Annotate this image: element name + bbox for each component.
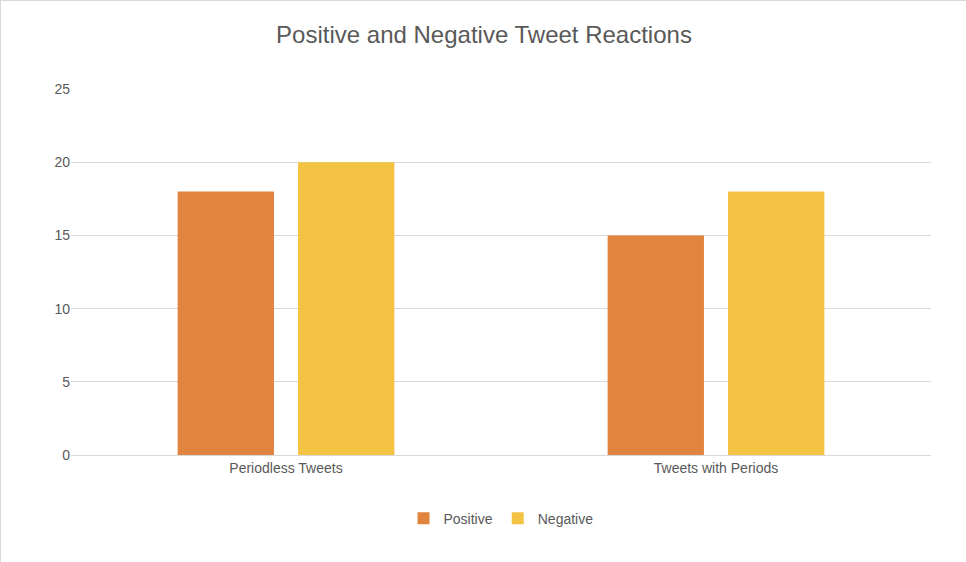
svg-text:Negative: Negative xyxy=(538,511,593,527)
svg-text:Positive and Negative Tweet Re: Positive and Negative Tweet Reactions xyxy=(276,21,692,48)
svg-text:10: 10 xyxy=(54,301,70,317)
svg-text:25: 25 xyxy=(54,81,70,97)
svg-text:15: 15 xyxy=(54,227,70,243)
svg-text:Positive: Positive xyxy=(444,511,493,527)
svg-text:Tweets with Periods: Tweets with Periods xyxy=(654,460,779,476)
svg-text:0: 0 xyxy=(62,447,70,463)
svg-text:5: 5 xyxy=(62,374,70,390)
svg-text:Periodless Tweets: Periodless Tweets xyxy=(229,460,342,476)
svg-text:20: 20 xyxy=(54,154,70,170)
